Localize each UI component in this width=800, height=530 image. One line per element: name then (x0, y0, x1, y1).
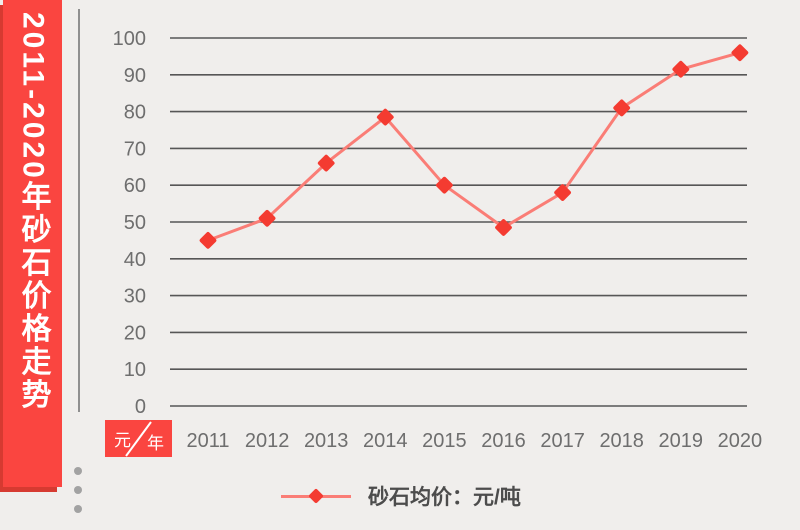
series-line (206, 51, 742, 242)
x-tick-label: 2011 (186, 430, 229, 452)
x-tick-label: 2016 (481, 430, 526, 452)
y-tick-label: 10 (124, 359, 146, 381)
y-tick-label: 20 (124, 322, 146, 344)
y-tick-label: 0 (135, 396, 146, 418)
legend-label: 砂石均价：元/吨 (368, 486, 521, 509)
x-tick-label: 2013 (304, 430, 349, 452)
chart-legend: 砂石均价：元/吨 (281, 481, 521, 511)
diamond-icon (308, 488, 324, 504)
decorative-dots (74, 467, 82, 513)
page-title: 2011-2020年砂石价格走势 (16, 12, 50, 412)
y-axis-unit-label: 元 (114, 431, 131, 450)
dot (74, 505, 82, 513)
x-tick-label: 2017 (540, 430, 585, 452)
data-point (199, 232, 217, 249)
x-tick-label: 2014 (363, 430, 408, 452)
data-point (436, 176, 453, 194)
x-tick-label: 2019 (659, 430, 704, 452)
y-tick-label: 100 (113, 28, 146, 50)
x-axis-unit-label: 年 (147, 434, 164, 453)
axis-unit-box: 元 年 (105, 420, 172, 457)
legend-line-marker-icon (281, 488, 351, 504)
data-point (731, 44, 749, 62)
title-banner: 2011-2020年砂石价格走势 (3, 0, 62, 487)
data-point (554, 184, 571, 201)
data-point (317, 154, 335, 172)
y-tick-label: 90 (124, 65, 146, 87)
x-tick-label: 2012 (245, 430, 290, 452)
diagonal-divider-icon (125, 421, 152, 457)
y-tick-label: 80 (124, 102, 146, 124)
data-point (258, 209, 276, 227)
y-tick-label: 40 (124, 249, 146, 271)
data-point (495, 219, 512, 236)
y-tick-label: 60 (124, 175, 146, 197)
data-point (376, 108, 394, 126)
data-point (613, 99, 631, 117)
y-tick-label: 70 (124, 138, 146, 160)
y-tick-label: 50 (124, 212, 146, 234)
data-point (672, 60, 690, 78)
x-tick-label: 2020 (718, 430, 763, 452)
x-tick-label: 2015 (422, 430, 467, 452)
dot (74, 486, 82, 494)
x-tick-label: 2018 (599, 430, 644, 452)
dot (74, 467, 82, 475)
y-tick-label: 30 (124, 286, 146, 308)
